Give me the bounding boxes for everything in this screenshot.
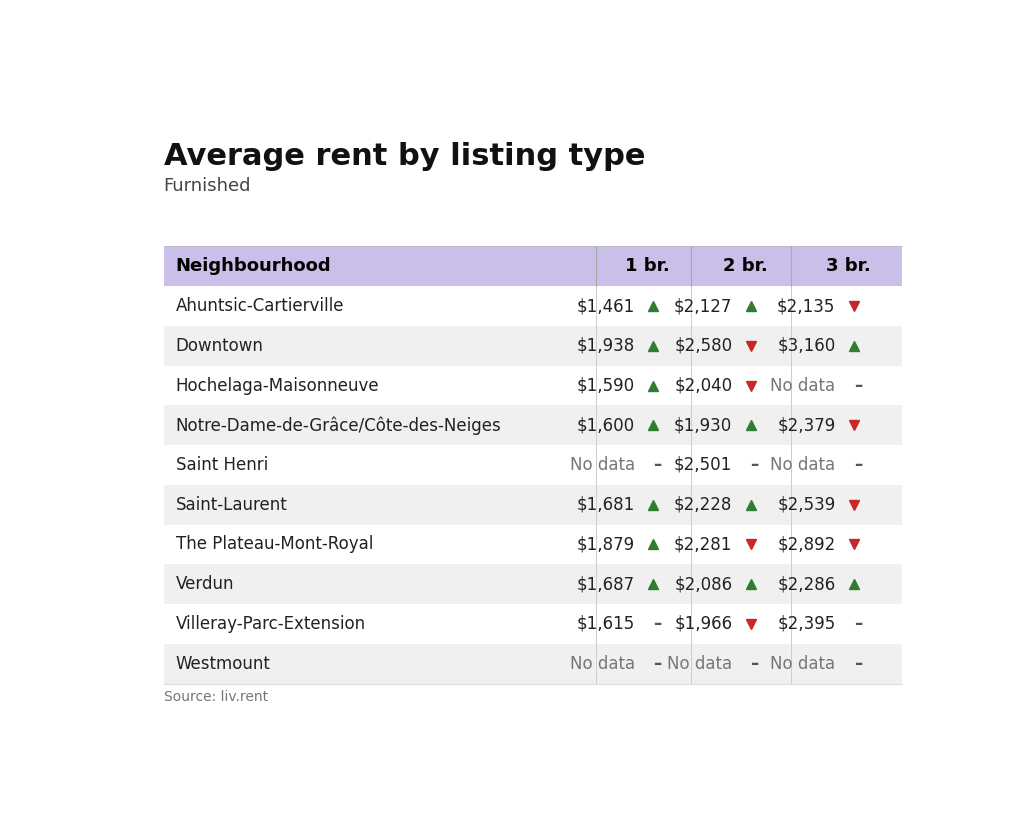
Text: No data: No data	[668, 654, 732, 672]
Text: $1,879: $1,879	[577, 536, 635, 554]
Bar	[164, 247, 902, 286]
Text: $2,135: $2,135	[777, 297, 836, 315]
Text: The Plateau-Mont-Royal: The Plateau-Mont-Royal	[176, 536, 373, 554]
Text: –: –	[653, 654, 662, 672]
Text: $2,127: $2,127	[674, 297, 732, 315]
Text: Ahuntsic-Cartierville: Ahuntsic-Cartierville	[176, 297, 344, 315]
Text: Source: liv.rent: Source: liv.rent	[164, 690, 268, 704]
Text: –: –	[653, 615, 662, 633]
Text: –: –	[751, 456, 759, 474]
Text: Verdun: Verdun	[176, 575, 234, 593]
Text: $1,461: $1,461	[577, 297, 635, 315]
Bar	[164, 286, 902, 326]
Bar	[164, 326, 902, 365]
Text: $1,966: $1,966	[674, 615, 732, 633]
Text: 2 br.: 2 br.	[723, 257, 767, 275]
Text: $1,938: $1,938	[577, 337, 635, 355]
Text: –: –	[854, 456, 862, 474]
Text: No data: No data	[770, 377, 836, 395]
Text: Villeray-Parc-Extension: Villeray-Parc-Extension	[176, 615, 366, 633]
Text: –: –	[854, 377, 862, 395]
Bar	[164, 525, 902, 564]
Text: $1,930: $1,930	[674, 416, 732, 434]
Text: $2,892: $2,892	[777, 536, 836, 554]
Text: No data: No data	[770, 456, 836, 474]
Text: $2,086: $2,086	[674, 575, 732, 593]
Text: 3 br.: 3 br.	[825, 257, 870, 275]
Bar	[164, 365, 902, 405]
Text: $2,281: $2,281	[674, 536, 732, 554]
Text: $2,040: $2,040	[674, 377, 732, 395]
Text: Notre-Dame-de-Grâce/Côte-des-Neiges: Notre-Dame-de-Grâce/Côte-des-Neiges	[176, 416, 502, 435]
Text: –: –	[854, 654, 862, 672]
Text: Neighbourhood: Neighbourhood	[176, 257, 331, 275]
Text: $2,501: $2,501	[674, 456, 732, 474]
Text: $1,687: $1,687	[577, 575, 635, 593]
Text: $1,590: $1,590	[577, 377, 635, 395]
Text: Saint-Laurent: Saint-Laurent	[176, 495, 288, 514]
Bar	[164, 604, 902, 644]
Text: $2,580: $2,580	[674, 337, 732, 355]
Text: No data: No data	[770, 654, 836, 672]
Text: $1,600: $1,600	[577, 416, 635, 434]
Text: $2,539: $2,539	[777, 495, 836, 514]
Text: –: –	[854, 615, 862, 633]
Text: 1 br.: 1 br.	[626, 257, 670, 275]
Text: Hochelaga-Maisonneuve: Hochelaga-Maisonneuve	[176, 377, 379, 395]
Bar	[164, 564, 902, 604]
Text: Saint Henri: Saint Henri	[176, 456, 268, 474]
Text: Furnished: Furnished	[164, 177, 251, 195]
Text: $1,681: $1,681	[577, 495, 635, 514]
Text: $2,379: $2,379	[777, 416, 836, 434]
Text: Downtown: Downtown	[176, 337, 263, 355]
Text: $2,228: $2,228	[674, 495, 732, 514]
Text: –: –	[653, 456, 662, 474]
Text: $1,615: $1,615	[577, 615, 635, 633]
Text: $2,395: $2,395	[777, 615, 836, 633]
Text: $3,160: $3,160	[777, 337, 836, 355]
Text: Westmount: Westmount	[176, 654, 270, 672]
Text: $2,286: $2,286	[777, 575, 836, 593]
Bar	[164, 405, 902, 446]
Bar	[164, 485, 902, 525]
Bar	[164, 644, 902, 684]
Text: Average rent by listing type: Average rent by listing type	[164, 143, 645, 171]
Text: –: –	[751, 654, 759, 672]
Bar	[164, 446, 902, 485]
Text: No data: No data	[570, 654, 635, 672]
Text: No data: No data	[570, 456, 635, 474]
